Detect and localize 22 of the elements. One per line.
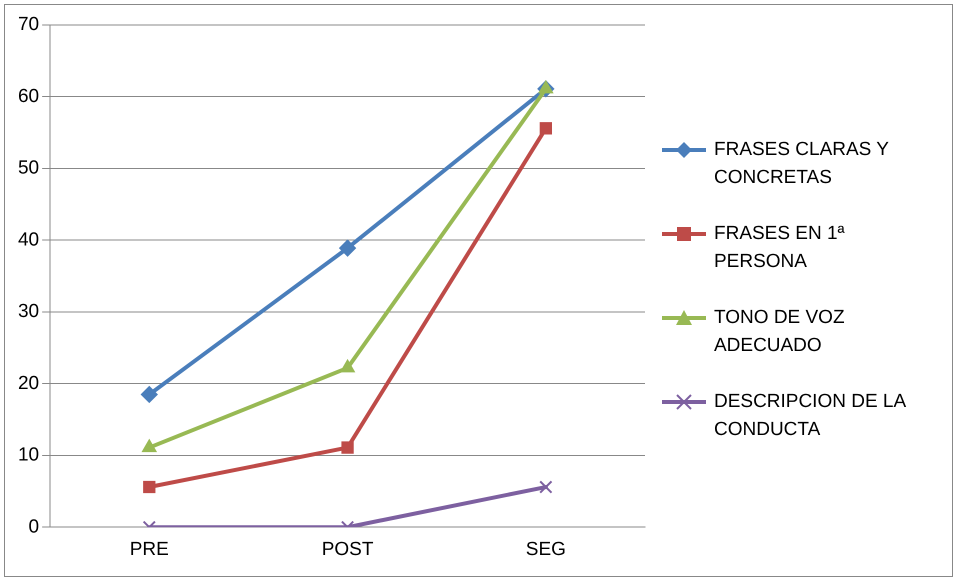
point (341, 441, 354, 454)
point (142, 439, 157, 452)
point (143, 480, 156, 494)
point (339, 240, 356, 257)
y-tick-label: 40 (18, 229, 40, 250)
y-tick-label: 60 (18, 86, 40, 107)
y-tick-label: 10 (18, 444, 40, 466)
y-tick-label: 50 (18, 158, 40, 179)
x-tick-label: SEG (526, 538, 566, 560)
y-tick-label: 70 (18, 14, 40, 36)
y-tick-label: 0 (28, 516, 40, 538)
point (539, 480, 553, 494)
legend-label: FRASES EN 1ª PERSONA (714, 222, 846, 274)
legend-label: FRASES CLARAS Y CONCRETAS (714, 138, 890, 190)
legend-label: TONO DE VOZ ADECUADO (714, 306, 846, 358)
point (540, 122, 552, 134)
y-tick-label: 20 (18, 372, 40, 394)
x-tick-label: PRE (130, 538, 169, 560)
x-tick-label: POST (322, 538, 374, 560)
point (140, 386, 158, 403)
y-tick-label: 30 (18, 301, 40, 322)
legend-label: DESCRIPCION DE LA CONDUCTA (714, 390, 907, 442)
